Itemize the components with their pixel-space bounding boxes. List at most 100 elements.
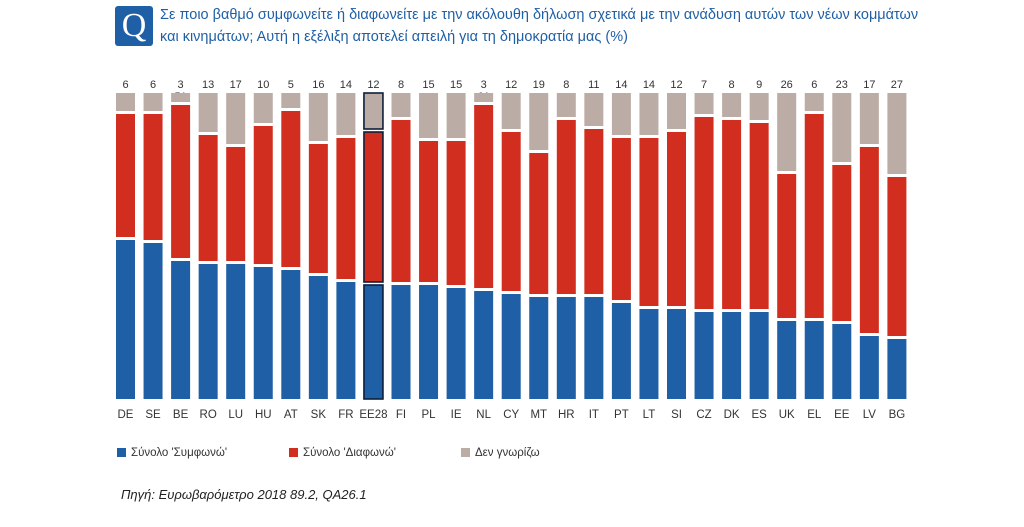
label-dont-know-nl: 3 bbox=[481, 79, 487, 91]
bar-disagree-at bbox=[281, 111, 301, 267]
bar-agree-de bbox=[116, 240, 135, 399]
bar-dont-know-nl bbox=[474, 93, 494, 102]
bar-dont-know-fr bbox=[336, 93, 356, 135]
bar-disagree-it bbox=[584, 129, 604, 294]
bar-agree-cz bbox=[694, 312, 714, 399]
bar-disagree-ee28 bbox=[363, 131, 384, 283]
bar-dont-know-lv bbox=[859, 93, 879, 144]
bar-dont-know-be bbox=[171, 93, 191, 102]
x-tick-el: EL bbox=[807, 409, 822, 421]
bar-dont-know-si bbox=[667, 93, 686, 129]
label-dont-know-lu: 17 bbox=[230, 79, 242, 91]
legend-item-dont-know: Δεν γνωρίζω bbox=[461, 447, 540, 459]
label-dont-know-si: 12 bbox=[670, 79, 682, 91]
bar-agree-ee28 bbox=[363, 284, 384, 400]
bar-dont-know-cz bbox=[694, 93, 714, 114]
x-tick-hr: HR bbox=[558, 409, 575, 421]
label-dont-know-ee28: 12 bbox=[367, 79, 379, 91]
bar-dont-know-hu bbox=[253, 93, 273, 123]
bar-agree-el bbox=[804, 321, 824, 399]
bar-agree-lv bbox=[859, 336, 879, 399]
x-tick-mt: MT bbox=[530, 409, 547, 421]
bar-agree-cy bbox=[501, 294, 521, 399]
x-tick-be: BE bbox=[173, 409, 189, 421]
label-dont-know-dk: 8 bbox=[729, 79, 735, 91]
x-tick-si: SI bbox=[671, 409, 682, 421]
label-dont-know-el: 6 bbox=[811, 79, 817, 91]
bar-agree-si bbox=[667, 309, 686, 399]
label-dont-know-at: 5 bbox=[288, 79, 294, 91]
x-tick-ro: RO bbox=[200, 409, 217, 421]
bar-disagree-uk bbox=[777, 174, 797, 318]
bar-disagree-pl bbox=[419, 141, 439, 282]
bar-disagree-ee bbox=[832, 165, 852, 321]
bar-agree-es bbox=[749, 312, 769, 399]
label-dont-know-cy: 12 bbox=[505, 79, 517, 91]
bar-dont-know-es bbox=[749, 93, 769, 120]
bar-agree-lu bbox=[226, 264, 246, 399]
legend-label-agree: Σύνολο 'Συμφωνώ' bbox=[131, 447, 228, 459]
x-tick-cy: CY bbox=[503, 409, 519, 421]
label-dont-know-be: 3 bbox=[178, 79, 184, 91]
x-tick-dk: DK bbox=[724, 409, 740, 421]
legend-label-dont-know: Δεν γνωρίζω bbox=[475, 447, 540, 459]
legend-swatch-agree bbox=[117, 448, 126, 457]
bar-dont-know-hr bbox=[556, 93, 576, 117]
bar-dont-know-cy bbox=[501, 93, 521, 129]
bar-dont-know-lt bbox=[639, 93, 659, 135]
bar-dont-know-se bbox=[143, 93, 163, 111]
x-tick-bg: BG bbox=[889, 409, 906, 421]
bar-dont-know-bg bbox=[887, 93, 907, 174]
x-tick-lv: LV bbox=[863, 409, 877, 421]
bar-disagree-mt bbox=[529, 153, 549, 294]
bar-dont-know-pt bbox=[611, 93, 631, 135]
bar-dont-know-de bbox=[116, 93, 135, 111]
bar-agree-lt bbox=[639, 309, 659, 399]
bar-disagree-be bbox=[171, 105, 191, 258]
label-dont-know-fi: 8 bbox=[398, 79, 404, 91]
x-tick-se: SE bbox=[145, 409, 161, 421]
label-dont-know-hr: 8 bbox=[563, 79, 569, 91]
x-tick-lt: LT bbox=[643, 409, 656, 421]
label-dont-know-se: 6 bbox=[150, 79, 156, 91]
legend-swatch-disagree bbox=[289, 448, 298, 457]
x-tick-sk: SK bbox=[311, 409, 327, 421]
bar-agree-be bbox=[171, 261, 191, 399]
x-tick-uk: UK bbox=[779, 409, 795, 421]
bar-disagree-nl bbox=[474, 105, 494, 288]
bar-agree-nl bbox=[474, 291, 494, 399]
bar-dont-know-pl bbox=[419, 93, 439, 138]
bar-disagree-si bbox=[667, 132, 686, 306]
bar-disagree-fi bbox=[391, 120, 411, 282]
label-dont-know-lt: 14 bbox=[643, 79, 655, 91]
label-dont-know-ie: 15 bbox=[450, 79, 462, 91]
bar-agree-bg bbox=[887, 339, 907, 399]
legend-label-disagree: Σύνολο 'Διαφωνώ' bbox=[303, 447, 396, 459]
label-dont-know-cz: 7 bbox=[701, 79, 707, 91]
label-dont-know-hu: 10 bbox=[257, 79, 269, 91]
x-tick-pt: PT bbox=[614, 409, 629, 421]
legend-swatch-dont-know bbox=[461, 448, 470, 457]
x-tick-cz: CZ bbox=[696, 409, 711, 421]
label-dont-know-ro: 13 bbox=[202, 79, 214, 91]
bar-disagree-cy bbox=[501, 132, 521, 291]
label-dont-know-es: 9 bbox=[756, 79, 762, 91]
bar-agree-sk bbox=[308, 276, 328, 399]
label-dont-know-bg: 27 bbox=[891, 79, 903, 91]
bar-dont-know-dk bbox=[722, 93, 742, 117]
bar-dont-know-it bbox=[584, 93, 604, 126]
x-tick-hu: HU bbox=[255, 409, 272, 421]
title-line-2: και κινημάτων; Αυτή η εξέλιξη αποτελεί α… bbox=[160, 29, 628, 45]
label-dont-know-de: 6 bbox=[122, 79, 128, 91]
label-dont-know-mt: 19 bbox=[533, 79, 545, 91]
legend-item-agree: Σύνολο 'Συμφωνώ' bbox=[117, 447, 227, 459]
bar-disagree-fr bbox=[336, 138, 356, 279]
x-tick-fr: FR bbox=[338, 409, 353, 421]
bar-agree-fi bbox=[391, 285, 411, 399]
bar-dont-know-el bbox=[804, 93, 824, 111]
bar-dont-know-ee28 bbox=[363, 92, 384, 130]
label-dont-know-sk: 16 bbox=[312, 79, 324, 91]
bar-disagree-pt bbox=[611, 138, 631, 300]
bar-agree-hr bbox=[556, 297, 576, 399]
bar-dont-know-fi bbox=[391, 93, 411, 117]
